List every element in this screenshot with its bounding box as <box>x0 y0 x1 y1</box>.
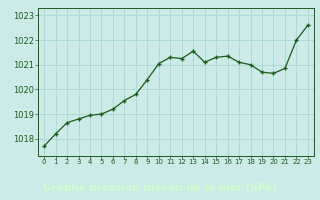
Text: Graphe pression niveau de la mer (hPa): Graphe pression niveau de la mer (hPa) <box>43 183 277 193</box>
